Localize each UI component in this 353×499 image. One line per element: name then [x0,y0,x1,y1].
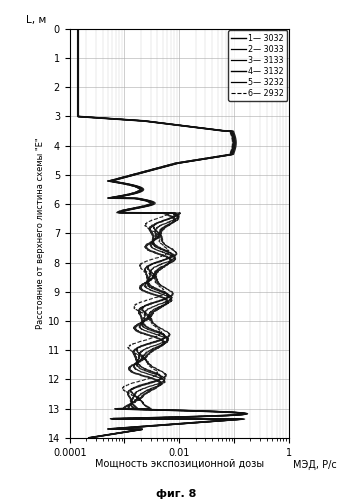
X-axis label: Мощность экспозиционной дозы: Мощность экспозиционной дозы [95,459,264,469]
Text: фиг. 8: фиг. 8 [156,489,197,499]
Text: МЭД, Р/с: МЭД, Р/с [293,461,337,471]
Y-axis label: Расстояние от верхнего листина схемы "Е": Расстояние от верхнего листина схемы "Е" [36,138,45,329]
Text: L, м: L, м [26,15,46,25]
Legend: 1— 3032, 2— 3033, 3— 3133, 4— 3132, 5— 3232, 6— 2932: 1— 3032, 2— 3033, 3— 3133, 4— 3132, 5— 3… [228,30,287,101]
